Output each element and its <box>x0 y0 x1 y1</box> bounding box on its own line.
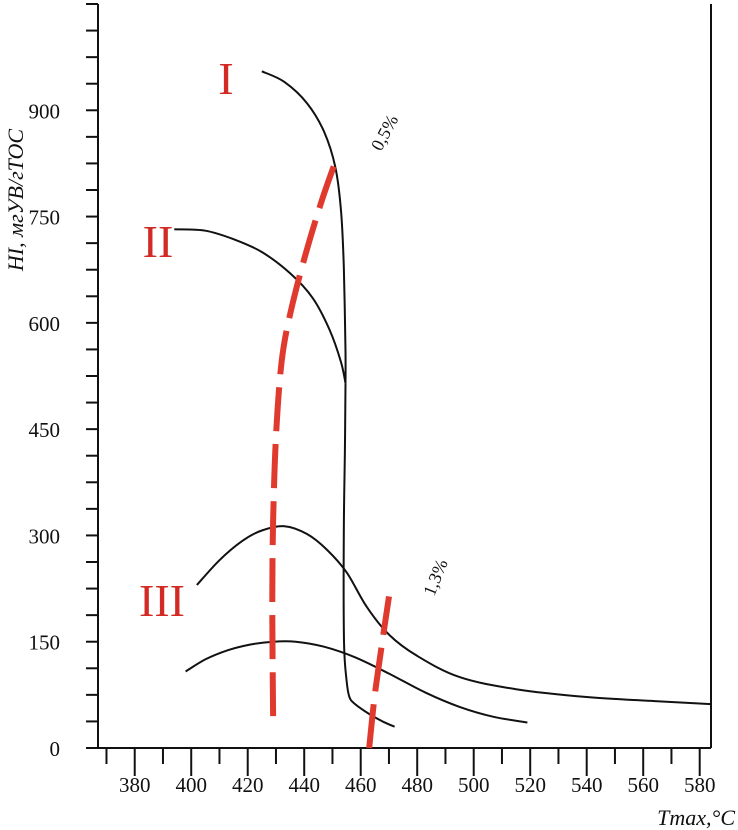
series-line-1 <box>261 70 347 384</box>
type-label-III: III <box>139 575 185 626</box>
isoline-label-1-3: 1,3% <box>419 556 452 598</box>
y-tick-label: 300 <box>29 524 61 548</box>
x-tick-label: 580 <box>684 773 716 797</box>
type-label-I: I <box>218 53 233 104</box>
type-label-II: II <box>143 216 174 267</box>
x-tick-label: 540 <box>571 773 603 797</box>
x-axis-title: Tmax,°C <box>657 805 735 830</box>
y-tick-label: 750 <box>29 206 61 230</box>
x-tick-label: 380 <box>119 773 151 797</box>
y-tick-label: 600 <box>29 312 61 336</box>
isolines <box>269 153 392 749</box>
y-tick-label: 450 <box>29 418 61 442</box>
y-axis-title: HI, мгУВ/гTOC <box>3 129 28 272</box>
isoline-label-0-5: 0,5% <box>367 111 402 153</box>
x-tick-label: 400 <box>175 773 207 797</box>
y-tick-label: 900 <box>29 99 61 123</box>
x-tick-label: 500 <box>458 773 490 797</box>
axes <box>97 4 712 749</box>
series-line-5 <box>185 640 528 724</box>
isoline-1 <box>269 153 341 717</box>
series-line-2 <box>174 228 347 384</box>
x-tick-label: 420 <box>232 773 264 797</box>
x-tick-label: 480 <box>401 773 433 797</box>
y-tick-label: 0 <box>50 737 61 761</box>
series-line-3 <box>342 383 395 728</box>
x-tick-label: 520 <box>514 773 546 797</box>
isoline-2 <box>366 595 392 749</box>
y-tick-label: 150 <box>29 631 61 655</box>
series-lines <box>174 70 712 728</box>
x-tick-label: 460 <box>345 773 377 797</box>
ticks: 0 150 300 450 600 750 900 380 400 420 440 460 480 500… <box>29 3 716 797</box>
series-line-4 <box>196 525 712 706</box>
x-tick-label: 560 <box>627 773 659 797</box>
x-tick-label: 440 <box>288 773 320 797</box>
